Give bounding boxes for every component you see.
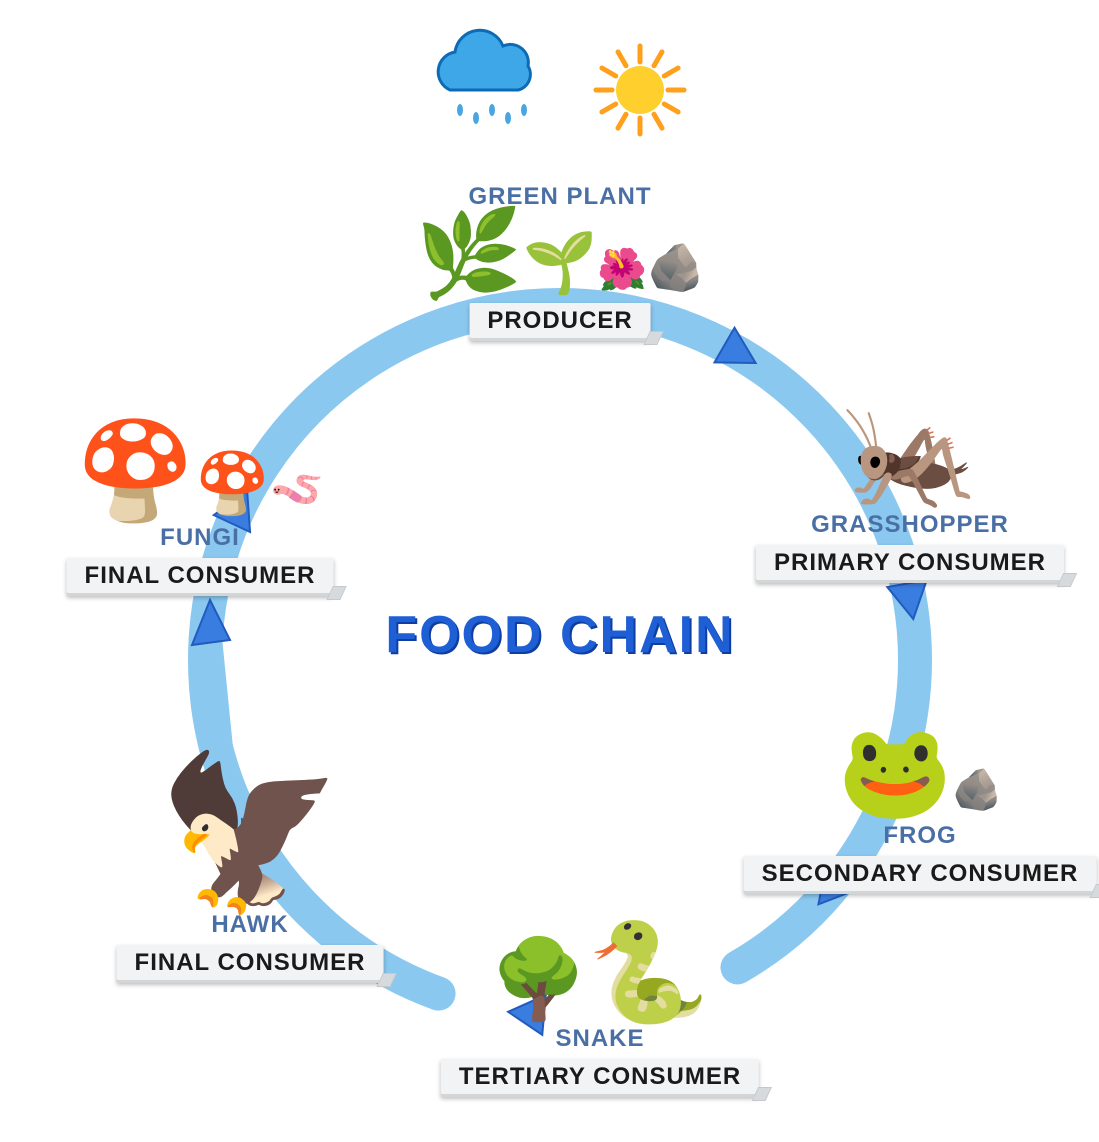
primary-role-plaque: PRIMARY CONSUMER: [756, 545, 1064, 583]
node-primary: 🦗 GRASSHOPPER PRIMARY CONSUMER: [756, 397, 1064, 583]
final-fungi-role-plaque: FINAL CONSUMER: [67, 558, 334, 596]
primary-illustration: 🦗: [756, 397, 1064, 507]
final-hawk-illustration: 🦅: [117, 757, 384, 907]
tertiary-organism-label: SNAKE: [441, 1025, 759, 1053]
node-final-hawk: 🦅HAWKFINAL CONSUMER: [117, 757, 384, 983]
final-fungi-organism-label: FUNGI: [67, 524, 334, 552]
node-tertiary: 🌳🐍 SNAKE TERTIARY CONSUMER: [441, 923, 759, 1097]
node-secondary: 🐸🪨 FROG SECONDARY CONSUMER: [744, 726, 1097, 894]
producer-role-plaque: PRODUCER: [469, 303, 650, 341]
node-producer: GREEN PLANT🌿🌱🌺🪨PRODUCER: [416, 179, 705, 341]
diagram-title: FOOD CHAIN: [385, 605, 734, 665]
final-fungi-illustration: 🍄🍄🪱: [67, 424, 334, 520]
producer-illustration: 🌿🌱🌺🪨: [416, 211, 705, 297]
secondary-illustration: 🐸🪨: [744, 726, 1097, 818]
secondary-organism-label: FROG: [744, 822, 1097, 850]
primary-organism-label: GRASSHOPPER: [756, 511, 1064, 539]
final-hawk-role-plaque: FINAL CONSUMER: [117, 945, 384, 983]
tertiary-role-plaque: TERTIARY CONSUMER: [441, 1059, 759, 1097]
secondary-role-plaque: SECONDARY CONSUMER: [744, 856, 1097, 894]
node-final-fungi: 🍄🍄🪱 FUNGI FINAL CONSUMER: [67, 424, 334, 596]
tertiary-illustration: 🌳🐍: [441, 923, 759, 1021]
